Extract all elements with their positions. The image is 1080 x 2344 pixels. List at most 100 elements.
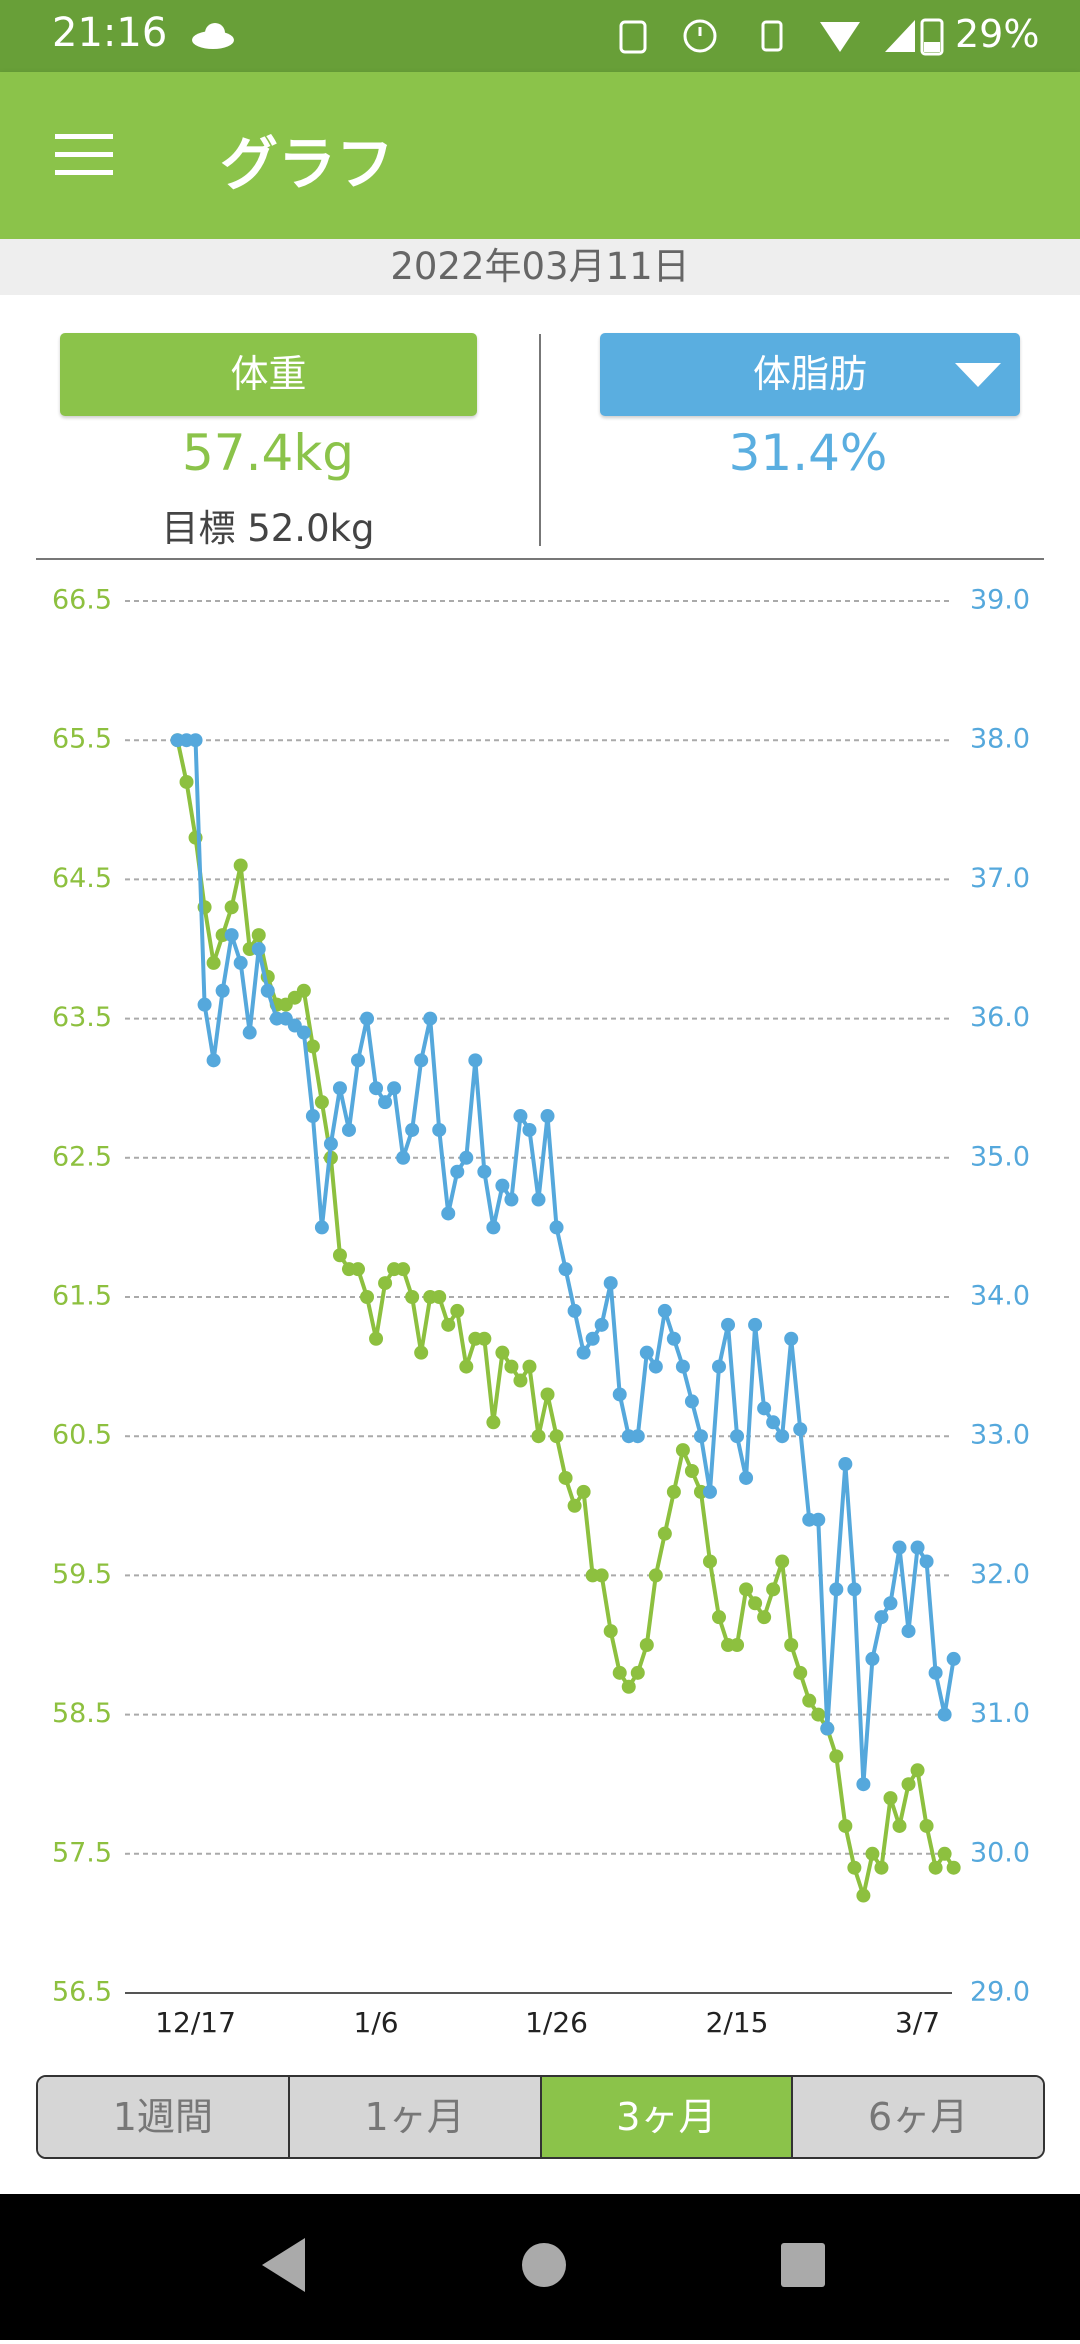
nav-icons <box>262 2238 825 2292</box>
menu-button[interactable] <box>55 132 113 178</box>
data-point <box>188 733 203 748</box>
data-point <box>522 1122 537 1137</box>
data-point <box>630 1429 645 1444</box>
data-point <box>712 1359 726 1374</box>
data-point <box>829 1582 844 1597</box>
data-point <box>829 1749 844 1764</box>
data-point <box>657 1526 672 1541</box>
data-point <box>594 1317 609 1332</box>
data-point <box>396 1150 411 1165</box>
status-bar: 21:16 29% <box>0 0 1080 72</box>
data-point <box>666 1484 681 1499</box>
data-point <box>260 983 275 998</box>
body-fat-button[interactable]: 体脂肪 <box>600 333 1020 416</box>
data-point <box>296 1025 311 1040</box>
period-tab[interactable]: 6ヶ月 <box>793 2077 1043 2157</box>
data-point <box>946 1860 961 1875</box>
x-tick-label: 12/17 <box>155 2006 236 2039</box>
data-point <box>414 1053 429 1068</box>
data-point <box>314 1095 329 1110</box>
period-tab[interactable]: 3ヶ月 <box>541 2077 794 2157</box>
data-point <box>549 1220 564 1235</box>
body-fat-value: 31.4% <box>728 424 888 482</box>
x-tick-label: 1/6 <box>354 2006 399 2039</box>
recents-button[interactable] <box>781 2243 825 2287</box>
period-tab[interactable]: 1週間 <box>38 2077 290 2157</box>
y2-tick-label: 37.0 <box>970 863 1030 894</box>
data-point <box>314 1220 329 1235</box>
data-point <box>775 1554 790 1569</box>
data-point <box>621 1679 636 1694</box>
dropdown-arrow[interactable] <box>955 363 1001 389</box>
data-point <box>215 983 230 998</box>
data-point <box>567 1498 582 1513</box>
data-point <box>684 1394 699 1409</box>
data-point <box>450 1303 465 1318</box>
data-point <box>558 1470 573 1485</box>
data-point <box>937 1707 952 1722</box>
data-point <box>206 1053 221 1068</box>
data-point <box>937 1846 952 1861</box>
weight-button[interactable]: 体重 <box>60 333 477 416</box>
data-point <box>919 1554 934 1569</box>
home-button[interactable] <box>522 2243 566 2287</box>
y2-tick-label: 39.0 <box>970 585 1030 616</box>
data-point <box>874 1860 889 1875</box>
data-point <box>684 1464 699 1478</box>
back-button[interactable] <box>262 2238 305 2292</box>
data-point <box>739 1470 754 1485</box>
data-point <box>784 1331 799 1346</box>
data-point <box>495 1178 510 1193</box>
data-point <box>513 1373 528 1388</box>
data-point <box>748 1596 763 1611</box>
period-tab[interactable]: 1ヶ月 <box>289 2077 542 2157</box>
y2-tick-label: 33.0 <box>970 1420 1030 1451</box>
data-point <box>423 1011 438 1026</box>
y-tick-label: 59.5 <box>52 1559 112 1590</box>
x-tick-label: 2/15 <box>706 2006 769 2039</box>
battery-level: 29% <box>955 12 1040 56</box>
data-point <box>603 1276 618 1291</box>
data-point <box>450 1164 465 1179</box>
data-point <box>179 774 194 789</box>
data-point <box>784 1638 799 1652</box>
data-point <box>369 1331 384 1346</box>
data-point <box>928 1860 943 1875</box>
data-point <box>242 1025 257 1040</box>
data-point <box>693 1429 708 1444</box>
data-point <box>405 1290 420 1304</box>
data-point <box>910 1540 925 1555</box>
data-point <box>477 1164 492 1179</box>
navigation-bar <box>0 2194 1080 2340</box>
data-point <box>576 1484 591 1499</box>
data-point <box>504 1359 519 1374</box>
data-point <box>874 1610 889 1625</box>
data-point <box>883 1791 898 1806</box>
data-point <box>522 1359 537 1374</box>
y2-tick-label: 34.0 <box>970 1281 1030 1312</box>
date: 2022年03月11日 <box>0 239 1080 295</box>
data-point <box>441 1206 456 1221</box>
data-point <box>405 1122 420 1137</box>
data-point <box>305 1109 320 1124</box>
y-tick-label: 58.5 <box>52 1698 112 1729</box>
data-point <box>793 1665 808 1680</box>
data-point <box>648 1359 663 1374</box>
y2-tick-label: 35.0 <box>970 1141 1030 1172</box>
y-tick-label: 60.5 <box>52 1420 112 1451</box>
data-point <box>432 1122 447 1137</box>
data-point <box>630 1665 645 1680</box>
data-point <box>323 1136 338 1151</box>
data-point <box>928 1665 943 1680</box>
data-point <box>811 1707 826 1722</box>
data-point <box>378 1095 393 1110</box>
status-icons <box>619 19 915 54</box>
data-point <box>251 928 266 943</box>
y2-tick-label: 36.0 <box>970 1002 1030 1033</box>
y-tick-label: 62.5 <box>52 1141 112 1172</box>
data-point <box>233 858 248 873</box>
data-point <box>793 1422 808 1437</box>
data-point <box>351 1262 365 1277</box>
series-line <box>175 739 956 1898</box>
